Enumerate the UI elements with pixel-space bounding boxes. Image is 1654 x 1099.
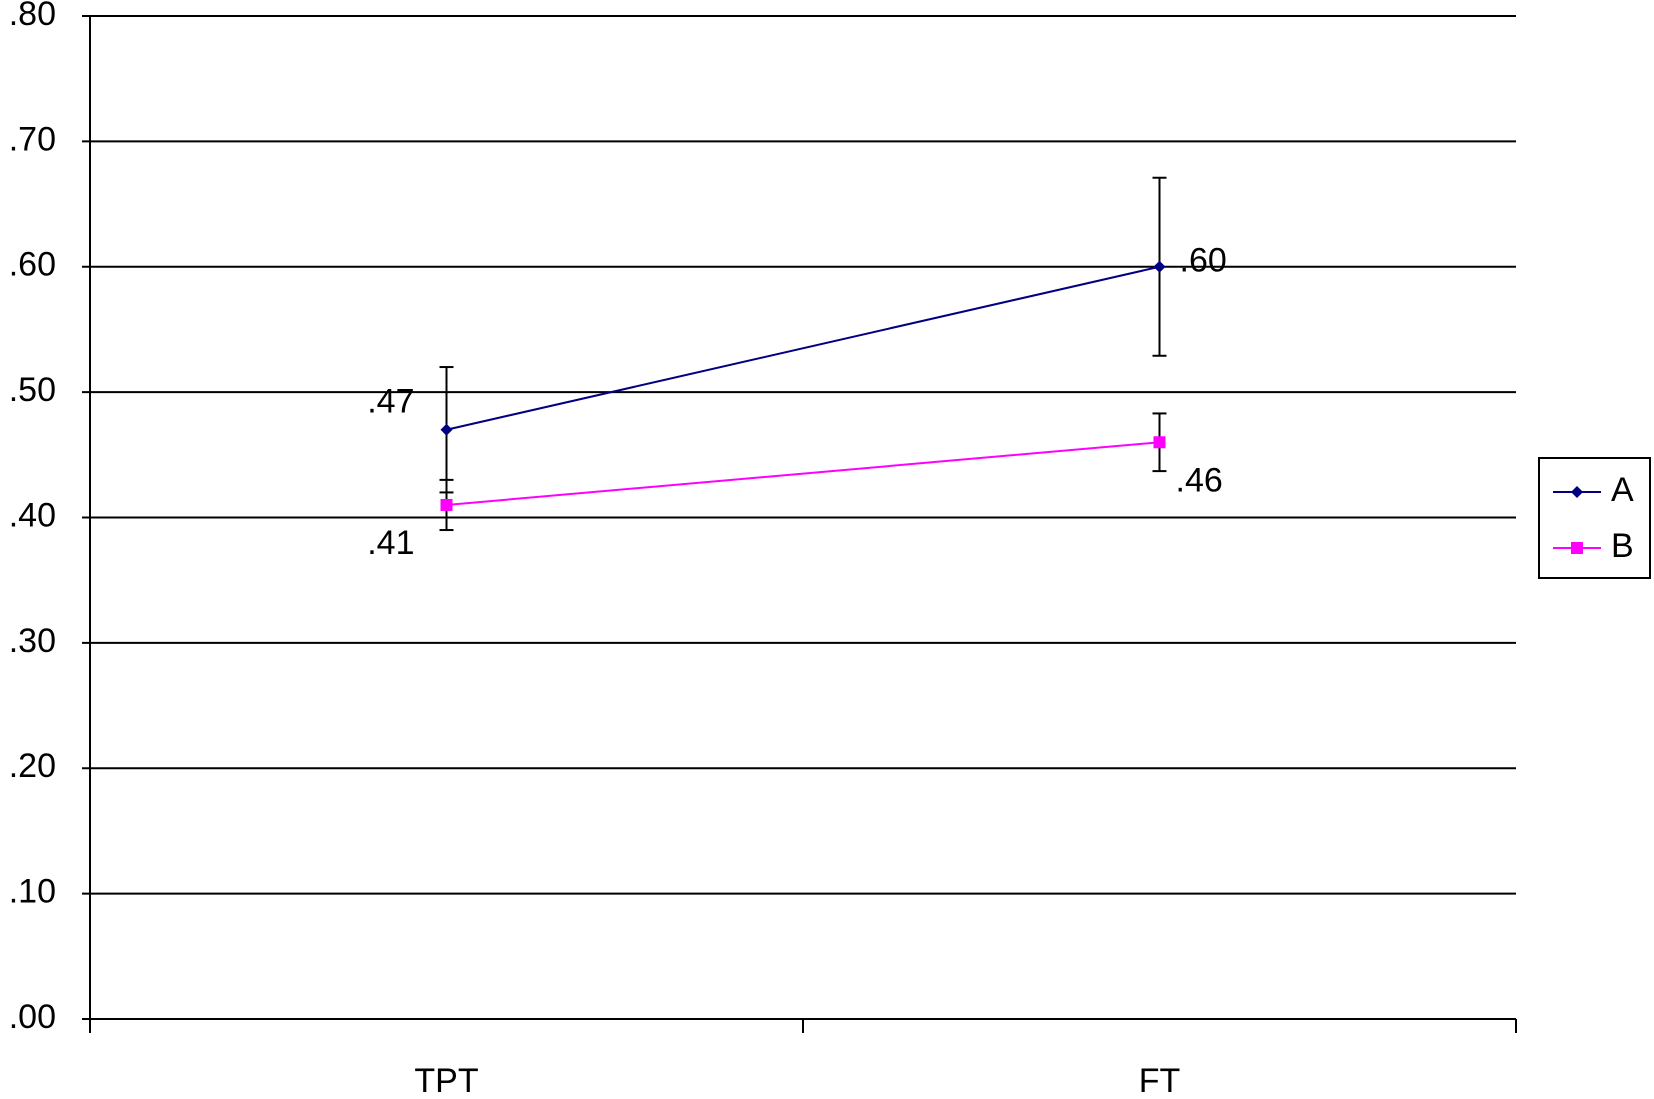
y-tick-label: .60 <box>9 246 56 284</box>
y-tick-label: .30 <box>9 622 56 660</box>
legend-marker <box>1571 486 1583 498</box>
marker <box>440 498 453 511</box>
y-tick-label: .80 <box>9 0 56 33</box>
data-label: .41 <box>367 524 414 562</box>
data-label: .46 <box>1176 461 1223 499</box>
x-tick-label: TPT <box>414 1062 478 1099</box>
legend-label: A <box>1611 471 1634 509</box>
y-tick-label: .50 <box>9 371 56 409</box>
y-tick-label: .10 <box>9 873 56 911</box>
data-label: .60 <box>1180 242 1227 280</box>
y-tick-label: .00 <box>9 998 56 1036</box>
legend-label: B <box>1611 527 1634 565</box>
y-tick-label: .40 <box>9 496 56 534</box>
marker <box>1153 436 1166 449</box>
data-label: .47 <box>367 383 414 421</box>
marker <box>1153 260 1166 273</box>
series-line <box>446 441 1160 506</box>
y-tick-label: .70 <box>9 120 56 158</box>
x-tick-label: FT <box>1139 1062 1181 1099</box>
marker <box>440 423 453 436</box>
series-line <box>446 265 1160 431</box>
legend-marker <box>1571 542 1583 554</box>
legend-box <box>1538 457 1651 579</box>
y-tick-label: .20 <box>9 747 56 785</box>
